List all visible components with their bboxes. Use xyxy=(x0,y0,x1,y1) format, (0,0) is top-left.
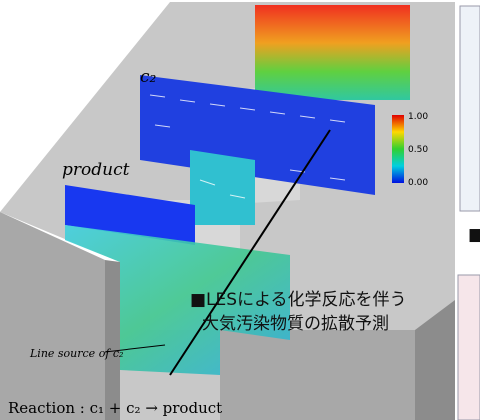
line-source-label: Line source of c₂ xyxy=(29,347,123,360)
vectors xyxy=(149,94,346,199)
colorbar-tick: 1.00 xyxy=(408,112,428,122)
block-side xyxy=(105,260,120,420)
product-label: product xyxy=(62,160,130,180)
leader xyxy=(104,344,166,353)
side-image xyxy=(459,5,480,212)
block-side xyxy=(415,300,455,420)
c2-panel-core xyxy=(190,150,255,225)
caption-line: 大気汚染物質の拡散予測 xyxy=(202,314,389,334)
product-panel-lower xyxy=(65,225,290,375)
side-marker: ■ xyxy=(468,225,480,245)
colorbar xyxy=(392,115,404,183)
colorbar-tick: 0.50 xyxy=(408,145,428,155)
reaction: Reaction : c₁ + c₂ → product xyxy=(8,399,222,417)
top-panel xyxy=(255,5,410,100)
c2-label: c₂ xyxy=(140,67,157,87)
line-source xyxy=(169,129,331,376)
caption-line: ■LESによる化学反応を伴う xyxy=(190,290,407,310)
colorbar-tick: 0.00 xyxy=(408,178,428,188)
side-image xyxy=(457,274,480,420)
block-front xyxy=(220,330,415,420)
block-front xyxy=(0,212,105,420)
